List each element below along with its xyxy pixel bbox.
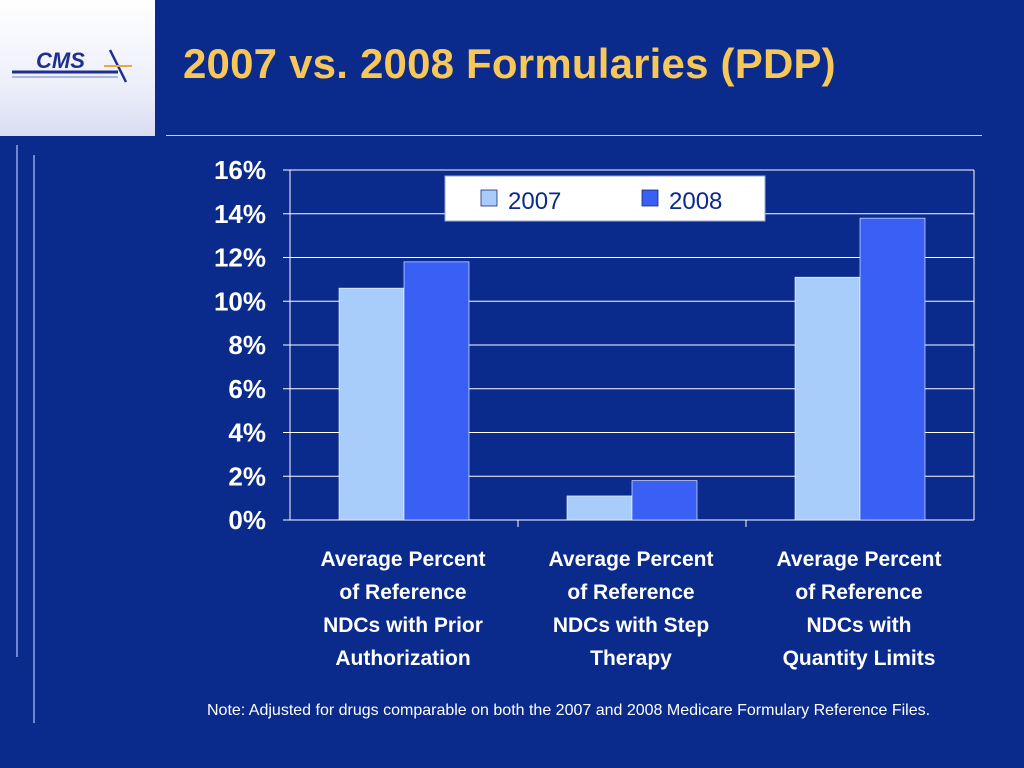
legend-swatch-2008 xyxy=(641,189,659,207)
y-tick-label-1: 2% xyxy=(228,461,266,491)
legend-swatch-2007 xyxy=(480,189,498,207)
y-tick-label-7: 14% xyxy=(214,199,266,229)
y-tick-label-6: 12% xyxy=(214,243,266,273)
y-tick-label-5: 10% xyxy=(214,286,266,316)
title-divider xyxy=(166,135,982,136)
category-label-step-therapy: Average Percent of Reference NDCs with Ste… xyxy=(548,548,714,670)
cms-logo-panel: CMS xyxy=(0,0,155,136)
footnote: Note: Adjusted for drugs comparable on b… xyxy=(207,702,931,719)
decor-line-2 xyxy=(33,155,35,723)
category-label-prior-authorization: Average Percent of Reference NDCs with Pri… xyxy=(320,548,486,670)
legend-box xyxy=(444,175,766,222)
bar-2008-2 xyxy=(859,217,926,521)
bar-2007-2 xyxy=(794,276,861,521)
decor-line-1 xyxy=(16,145,18,657)
category-label-quantity-limits: Average Percent of Reference NDCs with Quan… xyxy=(776,548,942,670)
bar-2008-0 xyxy=(403,261,470,521)
y-tick-label-8: 16% xyxy=(214,155,266,185)
page-title: 2007 vs. 2008 Formularies (PDP) xyxy=(183,40,836,87)
bar-2007-0 xyxy=(338,287,405,521)
legend-label-2007: 2007 xyxy=(508,188,561,215)
y-tick-label-3: 6% xyxy=(228,374,266,404)
bar-2007-1 xyxy=(566,495,633,521)
y-tick-label-0: 0% xyxy=(228,505,266,535)
cms-logo-icon: CMS xyxy=(12,48,132,83)
y-tick-label-4: 8% xyxy=(228,330,266,360)
bar-2008-1 xyxy=(631,480,698,521)
legend-label-2008: 2008 xyxy=(669,188,722,215)
y-tick-label-2: 4% xyxy=(228,418,266,448)
svg-text:CMS: CMS xyxy=(36,48,85,73)
